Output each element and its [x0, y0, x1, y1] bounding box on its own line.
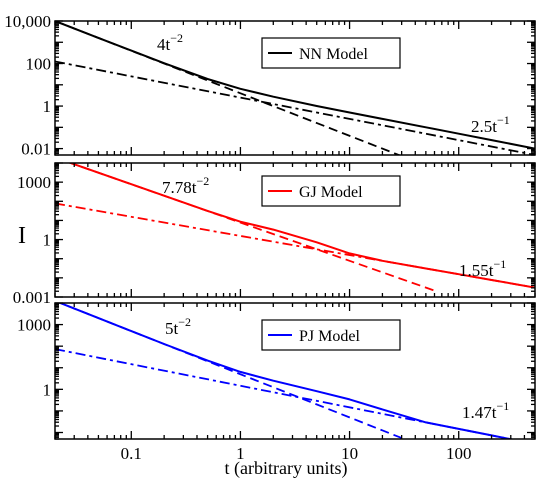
y-tick-label: 0.001 [13, 288, 51, 307]
x-tick-label: 100 [446, 444, 472, 463]
y-tick-label: 0.01 [21, 140, 51, 159]
series-line-dashed [57, 303, 407, 439]
y-tick-label: 1 [43, 231, 52, 250]
series-line-dashed [55, 21, 402, 155]
fit-annotation-base: 2.5t [471, 117, 497, 136]
fit-annotation: 1.47t−1 [462, 399, 509, 422]
fit-annotation-exponent: −1 [496, 399, 509, 413]
fit-annotation-base: 7.78t [162, 178, 197, 197]
legend: PJ Model [261, 319, 401, 351]
y-axis-label: I [18, 223, 26, 249]
fit-annotation: 2.5t−1 [471, 113, 510, 136]
fit-annotation-exponent: −2 [196, 174, 209, 188]
y-tick-label: 1 [43, 380, 52, 399]
series-line-dashdot [55, 202, 535, 289]
fit-annotation-exponent: −1 [497, 113, 510, 127]
x-tick-label: 10 [341, 444, 358, 463]
fit-annotation: 7.78t−2 [162, 174, 209, 197]
fit-annotation-base: 5t [165, 319, 179, 338]
legend: GJ Model [261, 175, 401, 207]
panel-3: 1 1000 0.1 1 10 100 PJ Model 5t−2 1.47t−1 [17, 302, 536, 463]
legend-label: NN Model [299, 46, 368, 63]
x-axis-label: t (arbitrary units) [225, 458, 348, 479]
y-tick-label: 1 [43, 97, 52, 116]
panel-1: 0.01 1 100 10,000 NN Model 4t−2 2.5t−1 [4, 12, 536, 159]
legend: NN Model [261, 37, 401, 69]
y-tick-label: 10,000 [4, 12, 51, 31]
fit-annotation: 4t−2 [157, 31, 183, 54]
series-line-dashdot [55, 60, 535, 155]
fit-annotation-exponent: −2 [178, 315, 191, 329]
x-tick-label: 0.1 [121, 444, 142, 463]
legend-label: PJ Model [299, 328, 360, 345]
fit-annotation-base: 1.47t [462, 403, 497, 422]
y-tick-label: 1000 [17, 316, 51, 335]
fit-annotation-exponent: −2 [170, 31, 183, 45]
x-tick-label: 1 [236, 444, 245, 463]
series-line-dashdot [55, 348, 515, 439]
series-line-dashed [67, 163, 435, 292]
legend-label: GJ Model [299, 184, 363, 201]
fit-annotation-base: 4t [157, 35, 171, 54]
y-tick-label: 1000 [17, 173, 51, 192]
y-tick-label: 100 [26, 55, 52, 74]
fit-annotation: 1.55t−1 [459, 257, 506, 280]
panel-2: 0.001 1 1000 GJ Model 7.78t−2 1.55t−1 [13, 162, 536, 307]
fit-annotation-base: 1.55t [459, 261, 494, 280]
fit-annotation-exponent: −1 [493, 257, 506, 271]
fit-annotation: 5t−2 [165, 315, 191, 338]
